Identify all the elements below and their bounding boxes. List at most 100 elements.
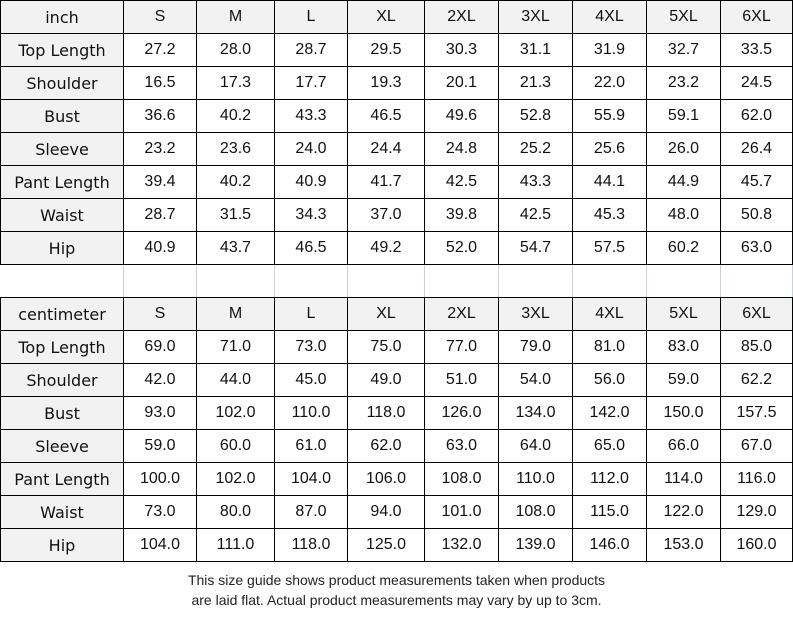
measurement-value: 41.7 <box>347 165 425 199</box>
measurement-value: 44.9 <box>646 165 721 199</box>
measurement-value: 33.5 <box>720 33 793 67</box>
size-header: 2XL <box>424 0 499 34</box>
measurement-value: 63.0 <box>720 231 793 265</box>
measurement-value: 24.8 <box>424 132 499 166</box>
measurement-value: 49.6 <box>424 99 499 133</box>
measurement-value: 48.0 <box>646 198 721 232</box>
measurement-value: 110.0 <box>498 462 573 496</box>
table-row: Shoulder 16.5 17.3 17.7 19.3 20.1 21.3 22.0 23.2… <box>0 66 793 100</box>
spacer-row <box>0 264 793 298</box>
unit-header: centimeter <box>0 297 124 331</box>
measurement-value: 52.0 <box>424 231 499 265</box>
measurement-value: 59.0 <box>646 363 721 397</box>
measurement-value: 39.8 <box>424 198 499 232</box>
measurement-value: 118.0 <box>274 528 348 562</box>
measurement-value: 110.0 <box>274 396 348 430</box>
measurement-value: 114.0 <box>646 462 721 496</box>
measurement-value: 54.7 <box>498 231 573 265</box>
measurement-value: 73.0 <box>123 495 197 529</box>
measurement-value: 27.2 <box>123 33 197 67</box>
measurement-value: 34.3 <box>274 198 348 232</box>
measurement-value: 40.2 <box>196 165 275 199</box>
measurement-value: 31.9 <box>572 33 647 67</box>
measurement-value: 87.0 <box>274 495 348 529</box>
measurement-value: 49.2 <box>347 231 425 265</box>
measurement-value: 22.0 <box>572 66 647 100</box>
measurement-value: 46.5 <box>347 99 425 133</box>
measurement-value: 45.0 <box>274 363 348 397</box>
size-guide-note: This size guide shows product measuremen… <box>0 570 793 610</box>
measurement-value: 26.4 <box>720 132 793 166</box>
measurement-value: 134.0 <box>498 396 573 430</box>
size-header: L <box>274 0 348 34</box>
measurement-value: 30.3 <box>424 33 499 67</box>
table-row: Bust 93.0 102.0 110.0 118.0 126.0 134.0 142.0 15… <box>0 396 793 430</box>
measurement-value: 23.2 <box>646 66 721 100</box>
table-row: Hip 104.0 111.0 118.0 125.0 132.0 139.0 146.0 15… <box>0 528 793 562</box>
size-chart-table: inch S M L XL 2XL 3XL 4XL 5XL 6XL Top Length 27.2 28… <box>0 0 793 562</box>
measurement-value: 93.0 <box>123 396 197 430</box>
measurement-value: 29.5 <box>347 33 425 67</box>
measurement-value: 81.0 <box>572 330 647 364</box>
measurement-label: Shoulder <box>0 363 124 397</box>
measurement-value: 64.0 <box>498 429 573 463</box>
size-header: 6XL <box>720 297 793 331</box>
size-header: 2XL <box>424 297 499 331</box>
measurement-value: 102.0 <box>196 396 275 430</box>
measurement-value: 20.1 <box>424 66 499 100</box>
measurement-value: 153.0 <box>646 528 721 562</box>
empty-cell <box>424 264 499 298</box>
measurement-label: Waist <box>0 495 124 529</box>
measurement-value: 108.0 <box>424 462 499 496</box>
measurement-value: 21.3 <box>498 66 573 100</box>
measurement-value: 111.0 <box>196 528 275 562</box>
size-header: S <box>123 0 197 34</box>
measurement-value: 85.0 <box>720 330 793 364</box>
measurement-value: 126.0 <box>424 396 499 430</box>
measurement-value: 24.0 <box>274 132 348 166</box>
note-line: are laid flat. Actual product measuremen… <box>191 592 602 608</box>
measurement-value: 59.1 <box>646 99 721 133</box>
table-row: Shoulder 42.0 44.0 45.0 49.0 51.0 54.0 56.0 59.0… <box>0 363 793 397</box>
measurement-label: Sleeve <box>0 429 124 463</box>
measurement-value: 31.5 <box>196 198 275 232</box>
measurement-label: Waist <box>0 198 124 232</box>
measurement-value: 36.6 <box>123 99 197 133</box>
measurement-value: 146.0 <box>572 528 647 562</box>
inch-header-row: inch S M L XL 2XL 3XL 4XL 5XL 6XL <box>0 0 793 34</box>
measurement-value: 157.5 <box>720 396 793 430</box>
measurement-value: 125.0 <box>347 528 425 562</box>
measurement-label: Top Length <box>0 330 124 364</box>
measurement-value: 43.3 <box>498 165 573 199</box>
empty-cell <box>646 264 721 298</box>
measurement-value: 62.0 <box>347 429 425 463</box>
measurement-value: 28.0 <box>196 33 275 67</box>
measurement-value: 104.0 <box>274 462 348 496</box>
measurement-value: 40.9 <box>123 231 197 265</box>
measurement-label: Top Length <box>0 33 124 67</box>
measurement-label: Bust <box>0 99 124 133</box>
measurement-value: 69.0 <box>123 330 197 364</box>
measurement-value: 101.0 <box>424 495 499 529</box>
table-row: Top Length 27.2 28.0 28.7 29.5 30.3 31.1 31.9 32… <box>0 33 793 67</box>
table-row: Pant Length 39.4 40.2 40.9 41.7 42.5 43.3 44.1 4… <box>0 165 793 199</box>
empty-cell <box>123 264 197 298</box>
table-row: Waist 73.0 80.0 87.0 94.0 101.0 108.0 115.0 122.… <box>0 495 793 529</box>
measurement-value: 60.0 <box>196 429 275 463</box>
table-row: Sleeve 23.2 23.6 24.0 24.4 24.8 25.2 25.6 26.0 26… <box>0 132 793 166</box>
measurement-value: 77.0 <box>424 330 499 364</box>
measurement-value: 42.5 <box>424 165 499 199</box>
measurement-value: 51.0 <box>424 363 499 397</box>
measurement-value: 100.0 <box>123 462 197 496</box>
size-header: 6XL <box>720 0 793 34</box>
measurement-label: Shoulder <box>0 66 124 100</box>
measurement-value: 37.0 <box>347 198 425 232</box>
measurement-value: 94.0 <box>347 495 425 529</box>
measurement-value: 160.0 <box>720 528 793 562</box>
measurement-value: 42.0 <box>123 363 197 397</box>
table-row: Bust 36.6 40.2 43.3 46.5 49.6 52.8 55.9 59.1 62.0 <box>0 99 793 133</box>
measurement-value: 122.0 <box>646 495 721 529</box>
measurement-value: 142.0 <box>572 396 647 430</box>
measurement-value: 44.1 <box>572 165 647 199</box>
measurement-value: 46.5 <box>274 231 348 265</box>
